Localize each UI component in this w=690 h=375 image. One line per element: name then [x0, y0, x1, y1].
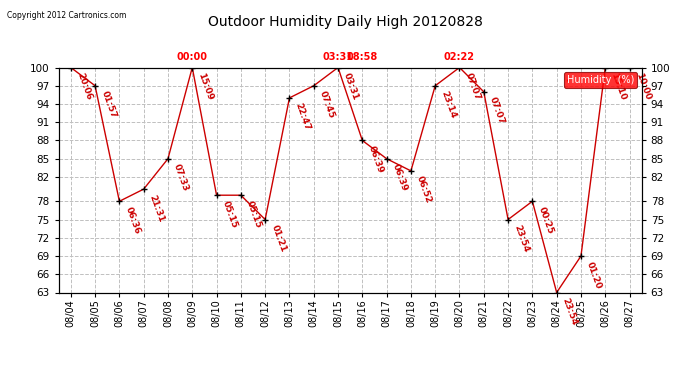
Text: 15:10: 15:10 — [609, 72, 628, 102]
Text: 06:36: 06:36 — [124, 206, 141, 235]
Text: 07:07: 07:07 — [464, 72, 482, 102]
Text: 23:54: 23:54 — [512, 224, 531, 254]
Text: 03:31: 03:31 — [322, 52, 353, 62]
Text: Outdoor Humidity Daily High 20120828: Outdoor Humidity Daily High 20120828 — [208, 15, 482, 29]
Text: 10:00: 10:00 — [633, 72, 652, 101]
Text: 21:31: 21:31 — [148, 193, 166, 223]
Text: 03:31: 03:31 — [342, 72, 360, 102]
Text: 07:07: 07:07 — [488, 96, 506, 126]
Text: 08:58: 08:58 — [346, 52, 378, 62]
Text: 15:09: 15:09 — [197, 72, 215, 102]
Text: 20:06: 20:06 — [75, 72, 93, 101]
Text: 01:21: 01:21 — [269, 224, 288, 254]
Text: 06:52: 06:52 — [415, 175, 433, 205]
Text: 00:00: 00:00 — [177, 52, 208, 62]
Text: 06:39: 06:39 — [391, 163, 409, 193]
Text: 01:57: 01:57 — [99, 90, 117, 120]
Text: Copyright 2012 Cartronics.com: Copyright 2012 Cartronics.com — [7, 11, 126, 20]
Text: 23:14: 23:14 — [440, 90, 457, 120]
Text: 01:20: 01:20 — [585, 260, 603, 290]
Text: 02:22: 02:22 — [444, 52, 475, 62]
Text: 05:15: 05:15 — [245, 200, 263, 229]
Text: 05:15: 05:15 — [221, 200, 239, 229]
Text: 22:47: 22:47 — [294, 102, 312, 132]
Text: 06:39: 06:39 — [366, 145, 385, 175]
Legend: Humidity  (%): Humidity (%) — [564, 72, 637, 88]
Text: 00:25: 00:25 — [537, 206, 555, 235]
Text: 23:54: 23:54 — [561, 297, 579, 327]
Text: 07:45: 07:45 — [318, 90, 336, 120]
Text: 07:33: 07:33 — [172, 163, 190, 193]
